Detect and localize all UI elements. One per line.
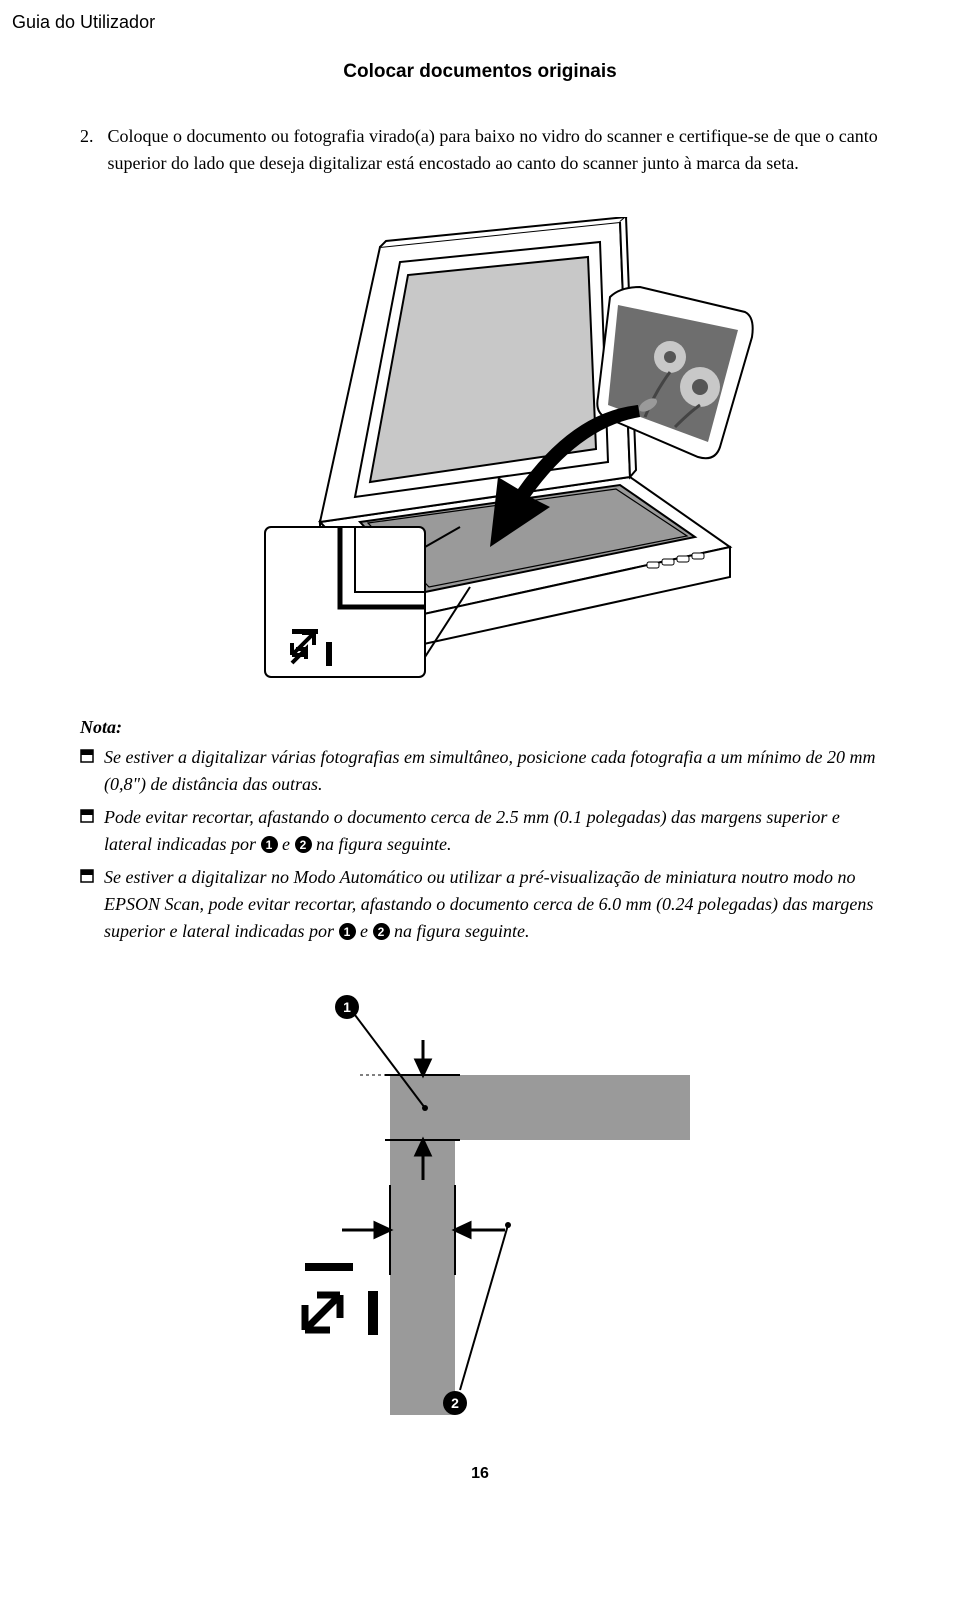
note-item: Se estiver a digitalizar várias fotograf…	[80, 744, 880, 798]
note-label: Nota:	[80, 717, 880, 738]
note-text: Se estiver a digitalizar várias fotograf…	[104, 744, 880, 798]
step-number: 2.	[80, 123, 94, 177]
note-item: Pode evitar recortar, afastando o docume…	[80, 804, 880, 858]
section-heading: Colocar documentos originais	[0, 61, 960, 83]
svg-text:2: 2	[451, 1395, 459, 1411]
ref-1-icon: 1	[339, 923, 356, 940]
step-2: 2. Coloque o documento ou fotografia vir…	[80, 123, 880, 177]
svg-text:1: 1	[343, 999, 351, 1015]
ref-1-icon: 1	[261, 836, 278, 853]
note-item: Se estiver a digitalizar no Modo Automát…	[80, 864, 880, 945]
note-list: Se estiver a digitalizar várias fotograf…	[80, 744, 880, 945]
guide-title: Guia do Utilizador	[0, 0, 960, 33]
page-content: 2. Coloque o documento ou fotografia vir…	[0, 83, 960, 1425]
bullet-icon	[80, 869, 94, 883]
bullet-icon	[80, 809, 94, 823]
note-text: Se estiver a digitalizar no Modo Automát…	[104, 864, 880, 945]
ref-2-icon: 2	[295, 836, 312, 853]
scanner-illustration	[200, 217, 760, 687]
step-text: Coloque o documento ou fotografia virado…	[108, 123, 881, 177]
margin-diagram: 1	[270, 985, 690, 1425]
page-number: 16	[0, 1465, 960, 1483]
bullet-icon	[80, 749, 94, 763]
note-text: Pode evitar recortar, afastando o docume…	[104, 804, 880, 858]
ref-2-icon: 2	[373, 923, 390, 940]
